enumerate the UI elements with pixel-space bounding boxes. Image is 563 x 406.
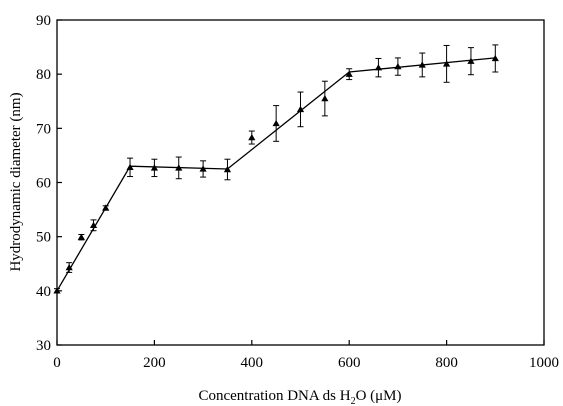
data-point <box>223 165 232 173</box>
data-point <box>175 164 183 171</box>
data-markers <box>53 54 499 294</box>
data-point <box>199 165 207 172</box>
y-axis: 30 40 50 60 70 80 90 <box>36 13 62 354</box>
data-point <box>467 57 475 64</box>
data-point <box>53 287 61 294</box>
y-axis-title: Hydrodynamic diameter (nm) <box>8 92 24 271</box>
data-point <box>296 105 305 113</box>
y-tick-label: 60 <box>36 176 51 192</box>
y-tick-label: 30 <box>36 338 51 354</box>
data-point <box>102 204 110 211</box>
data-point <box>418 61 426 68</box>
x-tick-label: 400 <box>241 355 264 371</box>
fit-line <box>56 57 496 292</box>
x-axis-title: Concentration DNA ds H2O (μM) <box>198 388 401 406</box>
data-point <box>150 164 158 171</box>
data-point <box>394 62 402 70</box>
data-point <box>272 119 280 127</box>
data-point <box>491 54 499 62</box>
data-point <box>345 70 353 77</box>
data-point <box>248 133 256 141</box>
data-point <box>126 163 134 171</box>
y-tick-label: 90 <box>36 13 51 29</box>
y-tick-label: 50 <box>36 230 51 246</box>
x-tick-label: 600 <box>338 355 361 371</box>
x-tick-label: 1000 <box>529 355 559 371</box>
data-point <box>443 60 451 67</box>
x-tick-label: 0 <box>53 355 61 371</box>
y-tick-label: 80 <box>36 67 51 83</box>
x-axis: 0 200 400 600 800 1000 <box>53 340 559 371</box>
data-point <box>374 64 383 71</box>
data-point <box>321 94 329 102</box>
y-tick-label: 40 <box>36 284 51 300</box>
x-tick-label: 800 <box>435 355 458 371</box>
x-tick-label: 200 <box>143 355 166 371</box>
fit-line-layer <box>56 57 496 292</box>
data-point <box>77 233 85 240</box>
error-bars <box>54 44 499 294</box>
data-point <box>89 221 98 228</box>
data-point <box>65 263 73 271</box>
y-tick-label: 70 <box>36 121 51 137</box>
